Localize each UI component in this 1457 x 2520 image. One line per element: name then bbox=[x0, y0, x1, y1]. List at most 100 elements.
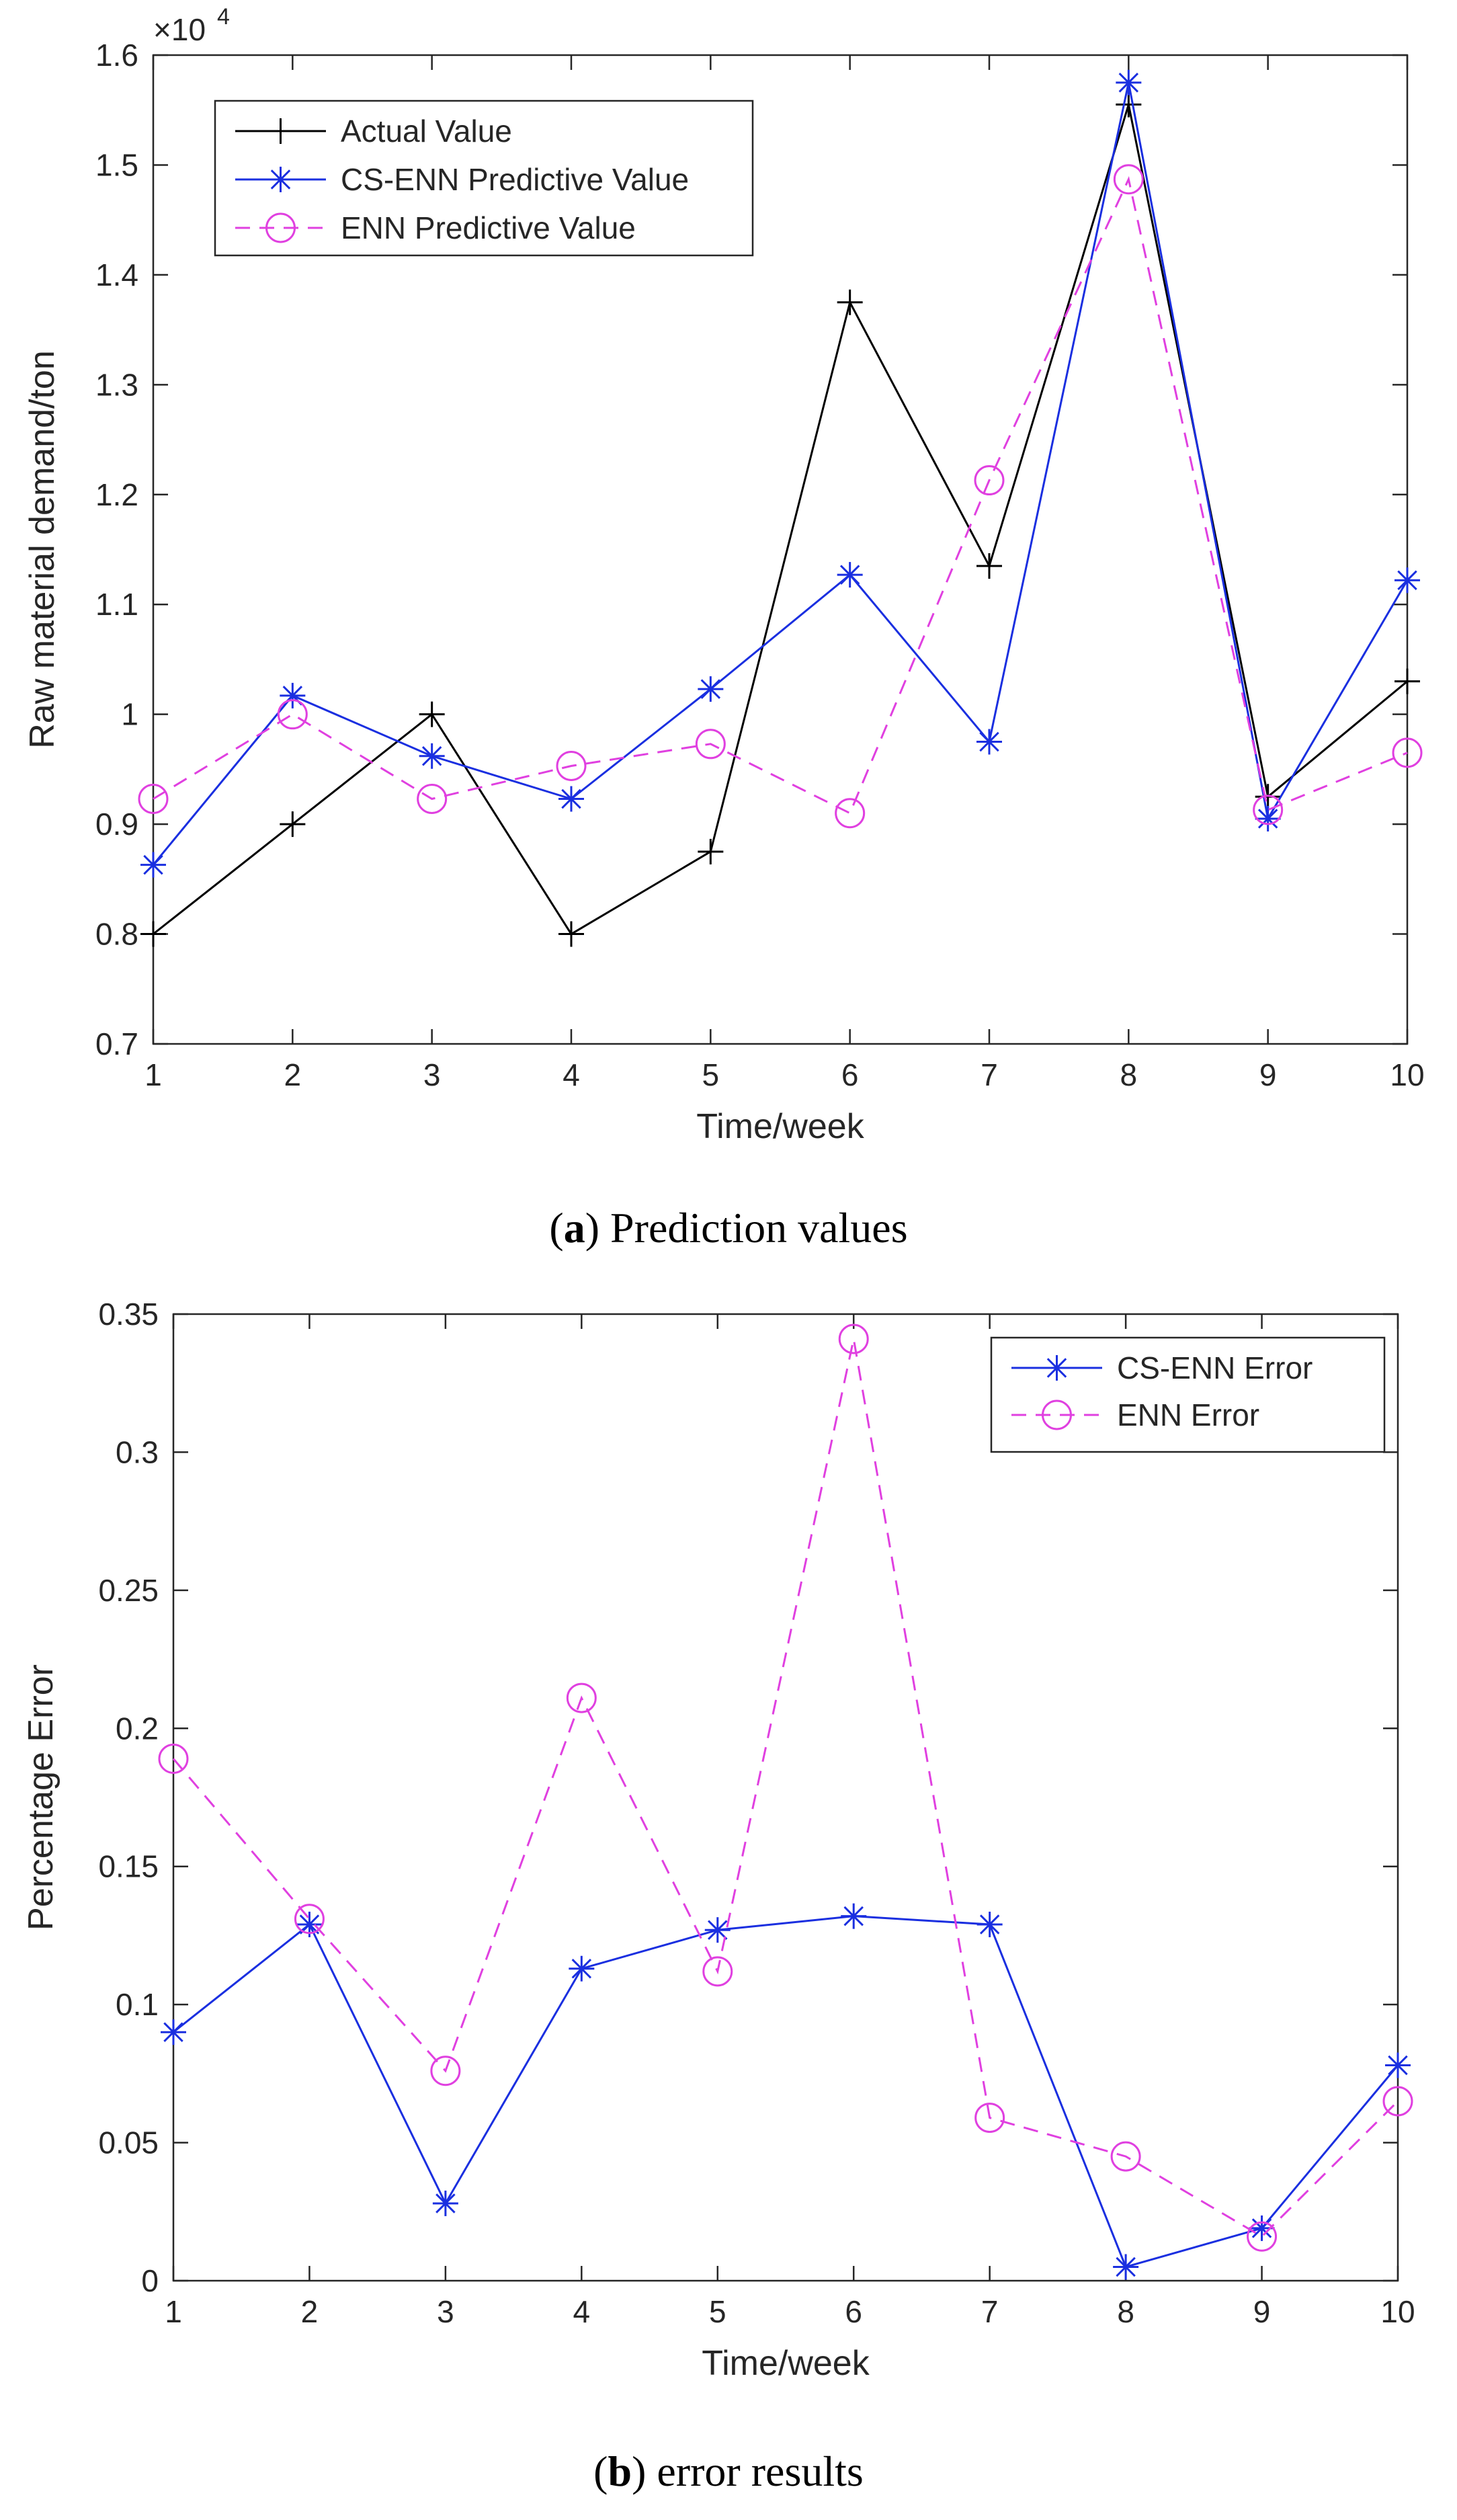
data-point-d2 bbox=[839, 565, 860, 585]
data-point bbox=[138, 784, 169, 815]
x-tick-label: 2 bbox=[301, 2294, 319, 2329]
data-point-d2 bbox=[1388, 2055, 1408, 2076]
data-point bbox=[835, 798, 866, 829]
caption-b-open: ( bbox=[593, 2447, 608, 2495]
y-tick-label: 0.3 bbox=[116, 1434, 159, 1469]
data-point bbox=[569, 1955, 595, 1982]
data-point-d2 bbox=[1397, 570, 1417, 591]
data-point bbox=[974, 2103, 1005, 2133]
data-point bbox=[838, 1324, 869, 1354]
series-line bbox=[172, 1338, 1399, 2238]
caption-a: (a) Prediction values bbox=[0, 1203, 1457, 1253]
data-point bbox=[1110, 2141, 1141, 2172]
data-point bbox=[1113, 164, 1144, 195]
x-tick-label: 5 bbox=[709, 2294, 726, 2329]
data-point bbox=[432, 2190, 458, 2216]
data-point-d2 bbox=[1116, 2257, 1136, 2277]
data-point bbox=[1116, 69, 1142, 95]
y-axis-label: Raw material demand/ton bbox=[23, 350, 62, 749]
data-point-d2 bbox=[979, 731, 999, 752]
x-tick-label: 6 bbox=[841, 1057, 859, 1092]
chart-prediction-values: 0.7 0.8 0.9 1 1.1 1.2 1.3 1.4 1.5 1.6 1 2 3 4 5 6 7 8 9 10 T… bbox=[23, 4, 1425, 1146]
legend-label: ENN Error bbox=[1117, 1397, 1259, 1432]
y-tick-label: 0.35 bbox=[98, 1297, 159, 1332]
y-tick-label: 0.1 bbox=[116, 1987, 159, 2022]
x-tick-label: 10 bbox=[1380, 2294, 1415, 2329]
y-tick-label: 0.05 bbox=[98, 2125, 159, 2160]
data-point-d2 bbox=[571, 1958, 592, 1979]
legend-box bbox=[214, 99, 754, 257]
data-point-d2 bbox=[1257, 809, 1278, 829]
legend-marker-d2 bbox=[1046, 1358, 1067, 1378]
data-point-d2 bbox=[979, 1914, 1000, 1935]
data-point bbox=[698, 676, 724, 702]
x-tick-label: 1 bbox=[165, 2294, 182, 2329]
series-line bbox=[173, 1915, 1399, 2269]
series-cs-enn-predictive-value bbox=[140, 69, 1420, 878]
data-point-d2 bbox=[435, 2193, 456, 2213]
y-tick-label: 1.2 bbox=[95, 477, 138, 512]
legend-marker bbox=[1042, 1399, 1072, 1430]
x-tick-label: 4 bbox=[563, 1057, 580, 1092]
data-point-d2 bbox=[143, 854, 163, 875]
y-tick-label: 1.1 bbox=[95, 587, 138, 622]
data-point bbox=[1392, 737, 1423, 768]
legend-label: CS-ENN Predictive Value bbox=[341, 162, 689, 197]
y-tick-label: 1 bbox=[121, 697, 138, 732]
caption-b: (b) error results bbox=[0, 2447, 1457, 2496]
x-tick-label: 5 bbox=[702, 1057, 720, 1092]
data-point bbox=[1253, 795, 1284, 825]
series-cs-enn-error bbox=[161, 1903, 1411, 2280]
legend-marker bbox=[1044, 1355, 1070, 1381]
chart-error-results: 0 0.05 0.1 0.15 0.2 0.25 0.3 0.35 1 2 3 4 5 6 7 8 9 10 Tim… bbox=[22, 1297, 1415, 2383]
x-tick-label: 3 bbox=[423, 1057, 441, 1092]
caption-a-letter: a bbox=[563, 1204, 585, 1252]
data-point bbox=[702, 1956, 733, 1987]
data-point bbox=[556, 750, 587, 781]
x-tick-label: 7 bbox=[981, 2294, 999, 2329]
caption-a-text: ) Prediction values bbox=[585, 1204, 908, 1252]
legend-label: CS-ENN Error bbox=[1117, 1350, 1313, 1385]
legend-label: Actual Value bbox=[341, 114, 512, 149]
data-point bbox=[1382, 2086, 1413, 2117]
data-point bbox=[1249, 2215, 1275, 2241]
data-point bbox=[430, 2056, 461, 2086]
x-tick-label: 9 bbox=[1259, 1057, 1277, 1092]
legend-marker bbox=[265, 212, 296, 243]
data-point bbox=[976, 1911, 1003, 1937]
y-tick-label: 0.9 bbox=[95, 807, 138, 842]
series-enn-predictive-value bbox=[138, 164, 1423, 829]
x-tick-label: 8 bbox=[1117, 2294, 1134, 2329]
data-point bbox=[417, 784, 448, 815]
data-point bbox=[140, 852, 166, 878]
x-tick-label: 8 bbox=[1120, 1057, 1138, 1092]
y-exponent-power: 4 bbox=[217, 4, 230, 30]
caption-b-text: ) error results bbox=[632, 2447, 864, 2495]
x-tick-label: 2 bbox=[284, 1057, 302, 1092]
series-line bbox=[152, 82, 1409, 866]
x-tick-label: 10 bbox=[1390, 1057, 1424, 1092]
y-tick-label: 0.7 bbox=[95, 1026, 138, 1061]
x-tick-label: 9 bbox=[1253, 2294, 1271, 2329]
data-point bbox=[566, 1682, 597, 1713]
data-point bbox=[695, 729, 726, 760]
data-point bbox=[1394, 567, 1420, 594]
data-point bbox=[419, 743, 445, 769]
data-point bbox=[976, 729, 1002, 755]
legend-marker-d2 bbox=[270, 169, 291, 190]
data-point-d2 bbox=[421, 746, 442, 766]
y-tick-label: 0 bbox=[141, 2263, 159, 2298]
plot-area bbox=[172, 1313, 1399, 2282]
y-tick-label: 0.15 bbox=[98, 1849, 159, 1884]
data-point bbox=[1255, 805, 1281, 831]
y-tick-label: 0.2 bbox=[116, 1711, 159, 1746]
y-exponent-label: ×10 bbox=[153, 12, 206, 47]
legend-marker bbox=[267, 167, 294, 192]
data-point-d2 bbox=[1118, 73, 1139, 93]
data-point-d2 bbox=[708, 1920, 728, 1940]
y-tick-label: 1.6 bbox=[95, 38, 138, 73]
y-tick-label: 0.8 bbox=[95, 917, 138, 952]
x-tick-label: 4 bbox=[573, 2294, 591, 2329]
x-tick-label: 6 bbox=[845, 2294, 862, 2329]
